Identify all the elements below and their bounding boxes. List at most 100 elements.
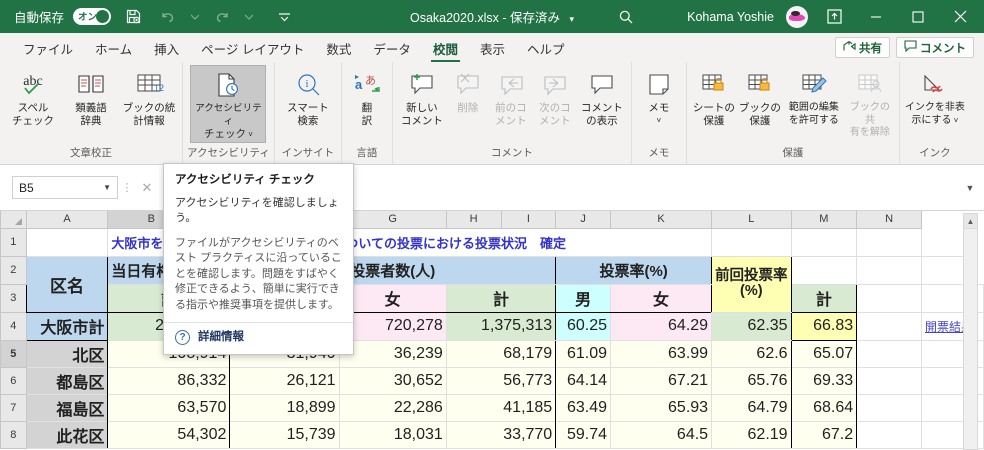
minimize-icon[interactable]	[856, 0, 896, 33]
tooltip-more-info-link[interactable]: ? 詳細情報	[175, 323, 342, 354]
kaihyou-kekka-link[interactable]: 開票結果	[924, 319, 973, 334]
ribbon-display-options-icon[interactable]	[814, 0, 854, 33]
cell-H4-votes-female[interactable]: 720,278	[338, 311, 447, 341]
cell-I3-votes-total[interactable]: 計	[445, 283, 557, 313]
chevron-down-icon[interactable]: ˅	[656, 115, 662, 125]
cell-H7-votes-female[interactable]: 22,286	[338, 393, 447, 422]
ribbon-button-thesaurus[interactable]: 類義語 辞典	[62, 65, 120, 127]
name-box[interactable]: B5 ▼	[12, 176, 118, 199]
row-header-5[interactable]: 5	[0, 339, 27, 368]
cell-L4[interactable]	[856, 311, 922, 341]
column-header-G[interactable]: G	[338, 211, 447, 229]
cell-L2[interactable]	[790, 255, 858, 285]
cell-I5-rate-female[interactable]: 63.99	[610, 339, 713, 368]
undo-dropdown-icon[interactable]	[190, 4, 200, 30]
cell-L7[interactable]	[856, 393, 922, 422]
maximize-icon[interactable]	[898, 0, 938, 33]
cell-H3-rate-male[interactable]: 男	[555, 283, 612, 313]
ribbon-button-show-comments[interactable]: コメント の表示	[577, 65, 627, 127]
cell-K6-prev-rate[interactable]: 69.33	[790, 366, 858, 395]
column-header-M[interactable]: M	[790, 211, 858, 229]
tab-home[interactable]: ホーム	[95, 42, 133, 57]
cell-B6-voters-total[interactable]: 86,332	[107, 366, 231, 395]
chevron-down-icon[interactable]: ˅	[245, 130, 253, 139]
row-header-7[interactable]: 7	[0, 393, 27, 422]
cell-J3-rate-total[interactable]: 計	[790, 283, 858, 313]
avatar[interactable]	[786, 5, 808, 28]
ribbon-button-allow-edit-ranges[interactable]: 範囲の編集 を許可する	[783, 65, 845, 127]
column-header-A[interactable]: A	[25, 211, 109, 229]
cell-I8-rate-female[interactable]: 64.5	[610, 420, 713, 449]
cell-K2-prev-rate-header[interactable]: 前回投票率 (%)	[711, 255, 792, 313]
cell-K7-prev-rate[interactable]: 68.64	[790, 393, 858, 422]
column-header-L[interactable]: L	[711, 211, 792, 229]
tab-insert[interactable]: 挿入	[154, 42, 180, 57]
column-header-H[interactable]: H	[445, 211, 502, 229]
ribbon-button-next-comment[interactable]: 次のコ メント	[533, 65, 577, 127]
customize-quick-access-icon[interactable]	[271, 4, 297, 30]
vertical-scrollbar[interactable]: ▲	[963, 213, 978, 450]
cell-G7-votes-male[interactable]: 18,899	[229, 393, 340, 422]
cell-H8-votes-female[interactable]: 18,031	[338, 420, 447, 449]
cell-I7-votes-total[interactable]: 41,185	[445, 393, 557, 422]
chevron-down-icon[interactable]: ▾	[569, 14, 575, 24]
cell-N1[interactable]	[856, 227, 922, 257]
cell-H6-votes-female[interactable]: 30,652	[338, 366, 447, 395]
cell-I6-rate-female[interactable]: 67.21	[610, 366, 713, 395]
ribbon-button-new-comment[interactable]: 新しい コメント	[397, 65, 447, 127]
ribbon-button-hide-ink[interactable]: インクを非表 示にする ˅	[904, 65, 966, 127]
ribbon-button-workbook-statistics[interactable]: 123 ブックの統 計情報	[120, 65, 178, 127]
scroll-up-icon[interactable]: ▲	[964, 214, 977, 229]
cell-A6-name[interactable]: 都島区	[25, 366, 109, 395]
tab-page-layout[interactable]: ページ レイアウト	[201, 42, 305, 57]
cell-A5-name[interactable]: 北区	[25, 339, 109, 368]
cell-J6-rate-total[interactable]: 65.76	[711, 366, 792, 395]
cell-L5[interactable]	[856, 339, 922, 368]
ribbon-button-unshare-workbook[interactable]: ブックの共 有を解除	[845, 65, 895, 140]
expand-formula-bar-icon[interactable]: ▼	[965, 182, 975, 193]
tab-review[interactable]: 校閲	[422, 34, 469, 63]
cell-I7-rate-female[interactable]: 65.93	[610, 393, 713, 422]
ribbon-button-smart-lookup[interactable]: i スマート 検索	[279, 65, 337, 127]
cell-J4-rate-total[interactable]: 62.35	[711, 311, 792, 341]
cell-H5-votes-female[interactable]: 36,239	[338, 339, 447, 368]
cell-H6-rate-male[interactable]: 64.14	[555, 366, 612, 395]
cell-J7-rate-total[interactable]: 64.79	[711, 393, 792, 422]
ribbon-button-notes[interactable]: メモ ˅	[636, 65, 682, 127]
cell-K8-prev-rate[interactable]: 67.2	[790, 420, 858, 449]
ribbon-button-protect-sheet[interactable]: シートの 保護	[691, 65, 737, 127]
cell-B7-voters-total[interactable]: 63,570	[107, 393, 231, 422]
column-header-J[interactable]: J	[555, 211, 612, 229]
column-header-I[interactable]: I	[500, 211, 557, 229]
tab-data[interactable]: データ	[373, 42, 411, 57]
column-header-N[interactable]: N	[856, 211, 922, 229]
cell-H8-rate-male[interactable]: 59.74	[555, 420, 612, 449]
row-header-4[interactable]: 4	[0, 311, 27, 341]
ribbon-button-delete-comment[interactable]: 削除	[447, 65, 489, 115]
user-name[interactable]: Kohama Yoshie	[687, 9, 774, 24]
undo-icon[interactable]	[155, 4, 181, 30]
search-icon[interactable]	[613, 4, 639, 30]
cell-H7-rate-male[interactable]: 63.49	[555, 393, 612, 422]
ribbon-button-spell-check[interactable]: abc スペル チェック	[4, 65, 62, 127]
cell-G8-votes-male[interactable]: 15,739	[229, 420, 340, 449]
cell-J5-rate-total[interactable]: 62.6	[711, 339, 792, 368]
share-button[interactable]: 共有	[835, 37, 890, 58]
chevron-down-icon[interactable]: ▼	[103, 183, 111, 192]
chevron-down-icon[interactable]: ˅	[951, 115, 959, 125]
cell-A7-name[interactable]: 福島区	[25, 393, 109, 422]
cell-M1[interactable]	[790, 227, 858, 257]
close-icon[interactable]	[940, 0, 980, 33]
cell-L8[interactable]	[856, 420, 922, 449]
column-header-K[interactable]: K	[610, 211, 713, 229]
cell-I5-votes-total[interactable]: 68,179	[445, 339, 557, 368]
row-header-3[interactable]: 3	[0, 283, 27, 313]
ribbon-button-protect-workbook[interactable]: ブックの 保護	[737, 65, 783, 127]
ribbon-button-translate[interactable]: a あ 翻 訳	[346, 65, 388, 127]
cell-I8-votes-total[interactable]: 33,770	[445, 420, 557, 449]
ribbon-button-accessibility-check[interactable]: アクセシビリティ チェック ˅	[190, 65, 267, 143]
tab-help[interactable]: ヘルプ	[526, 42, 565, 57]
row-header-8[interactable]: 8	[0, 420, 27, 449]
cell-I4-rate-female[interactable]: 64.29	[610, 311, 713, 341]
cell-A1[interactable]	[25, 227, 109, 257]
